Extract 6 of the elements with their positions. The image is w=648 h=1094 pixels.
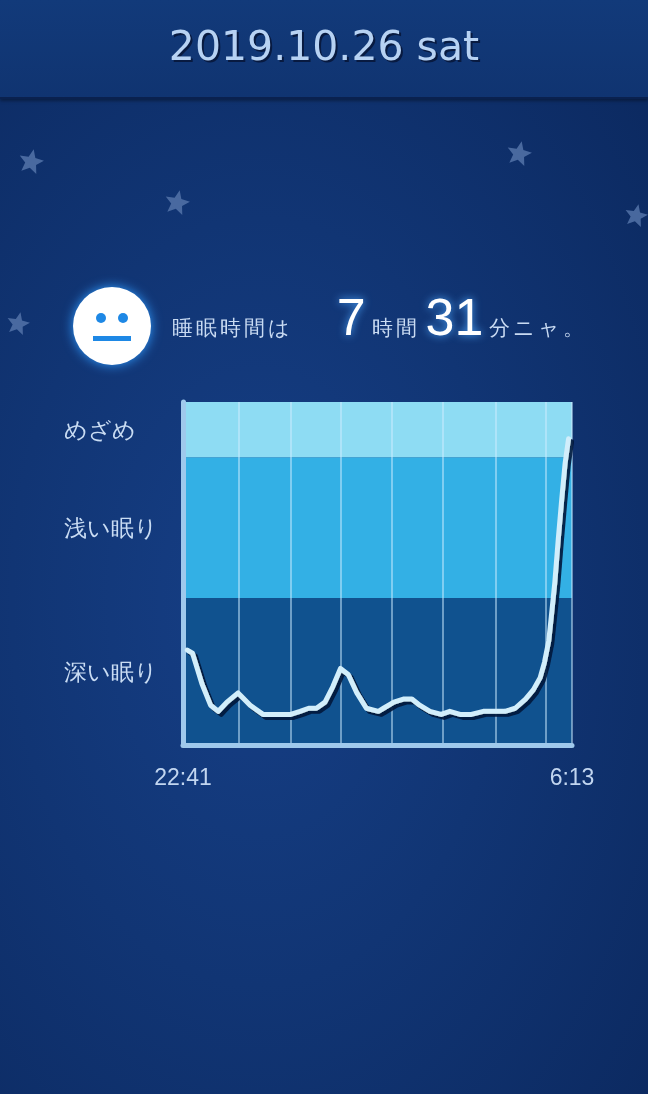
band-label: 深い眠り: [64, 658, 158, 685]
x-tick-label: 22:41: [154, 763, 212, 790]
x-tick-label: 6:13: [549, 763, 595, 790]
chart-title: 2019.10.26 sat: [167, 21, 481, 72]
band-label: 浅い眠り: [64, 514, 158, 541]
band-label: めざめ: [64, 416, 136, 443]
